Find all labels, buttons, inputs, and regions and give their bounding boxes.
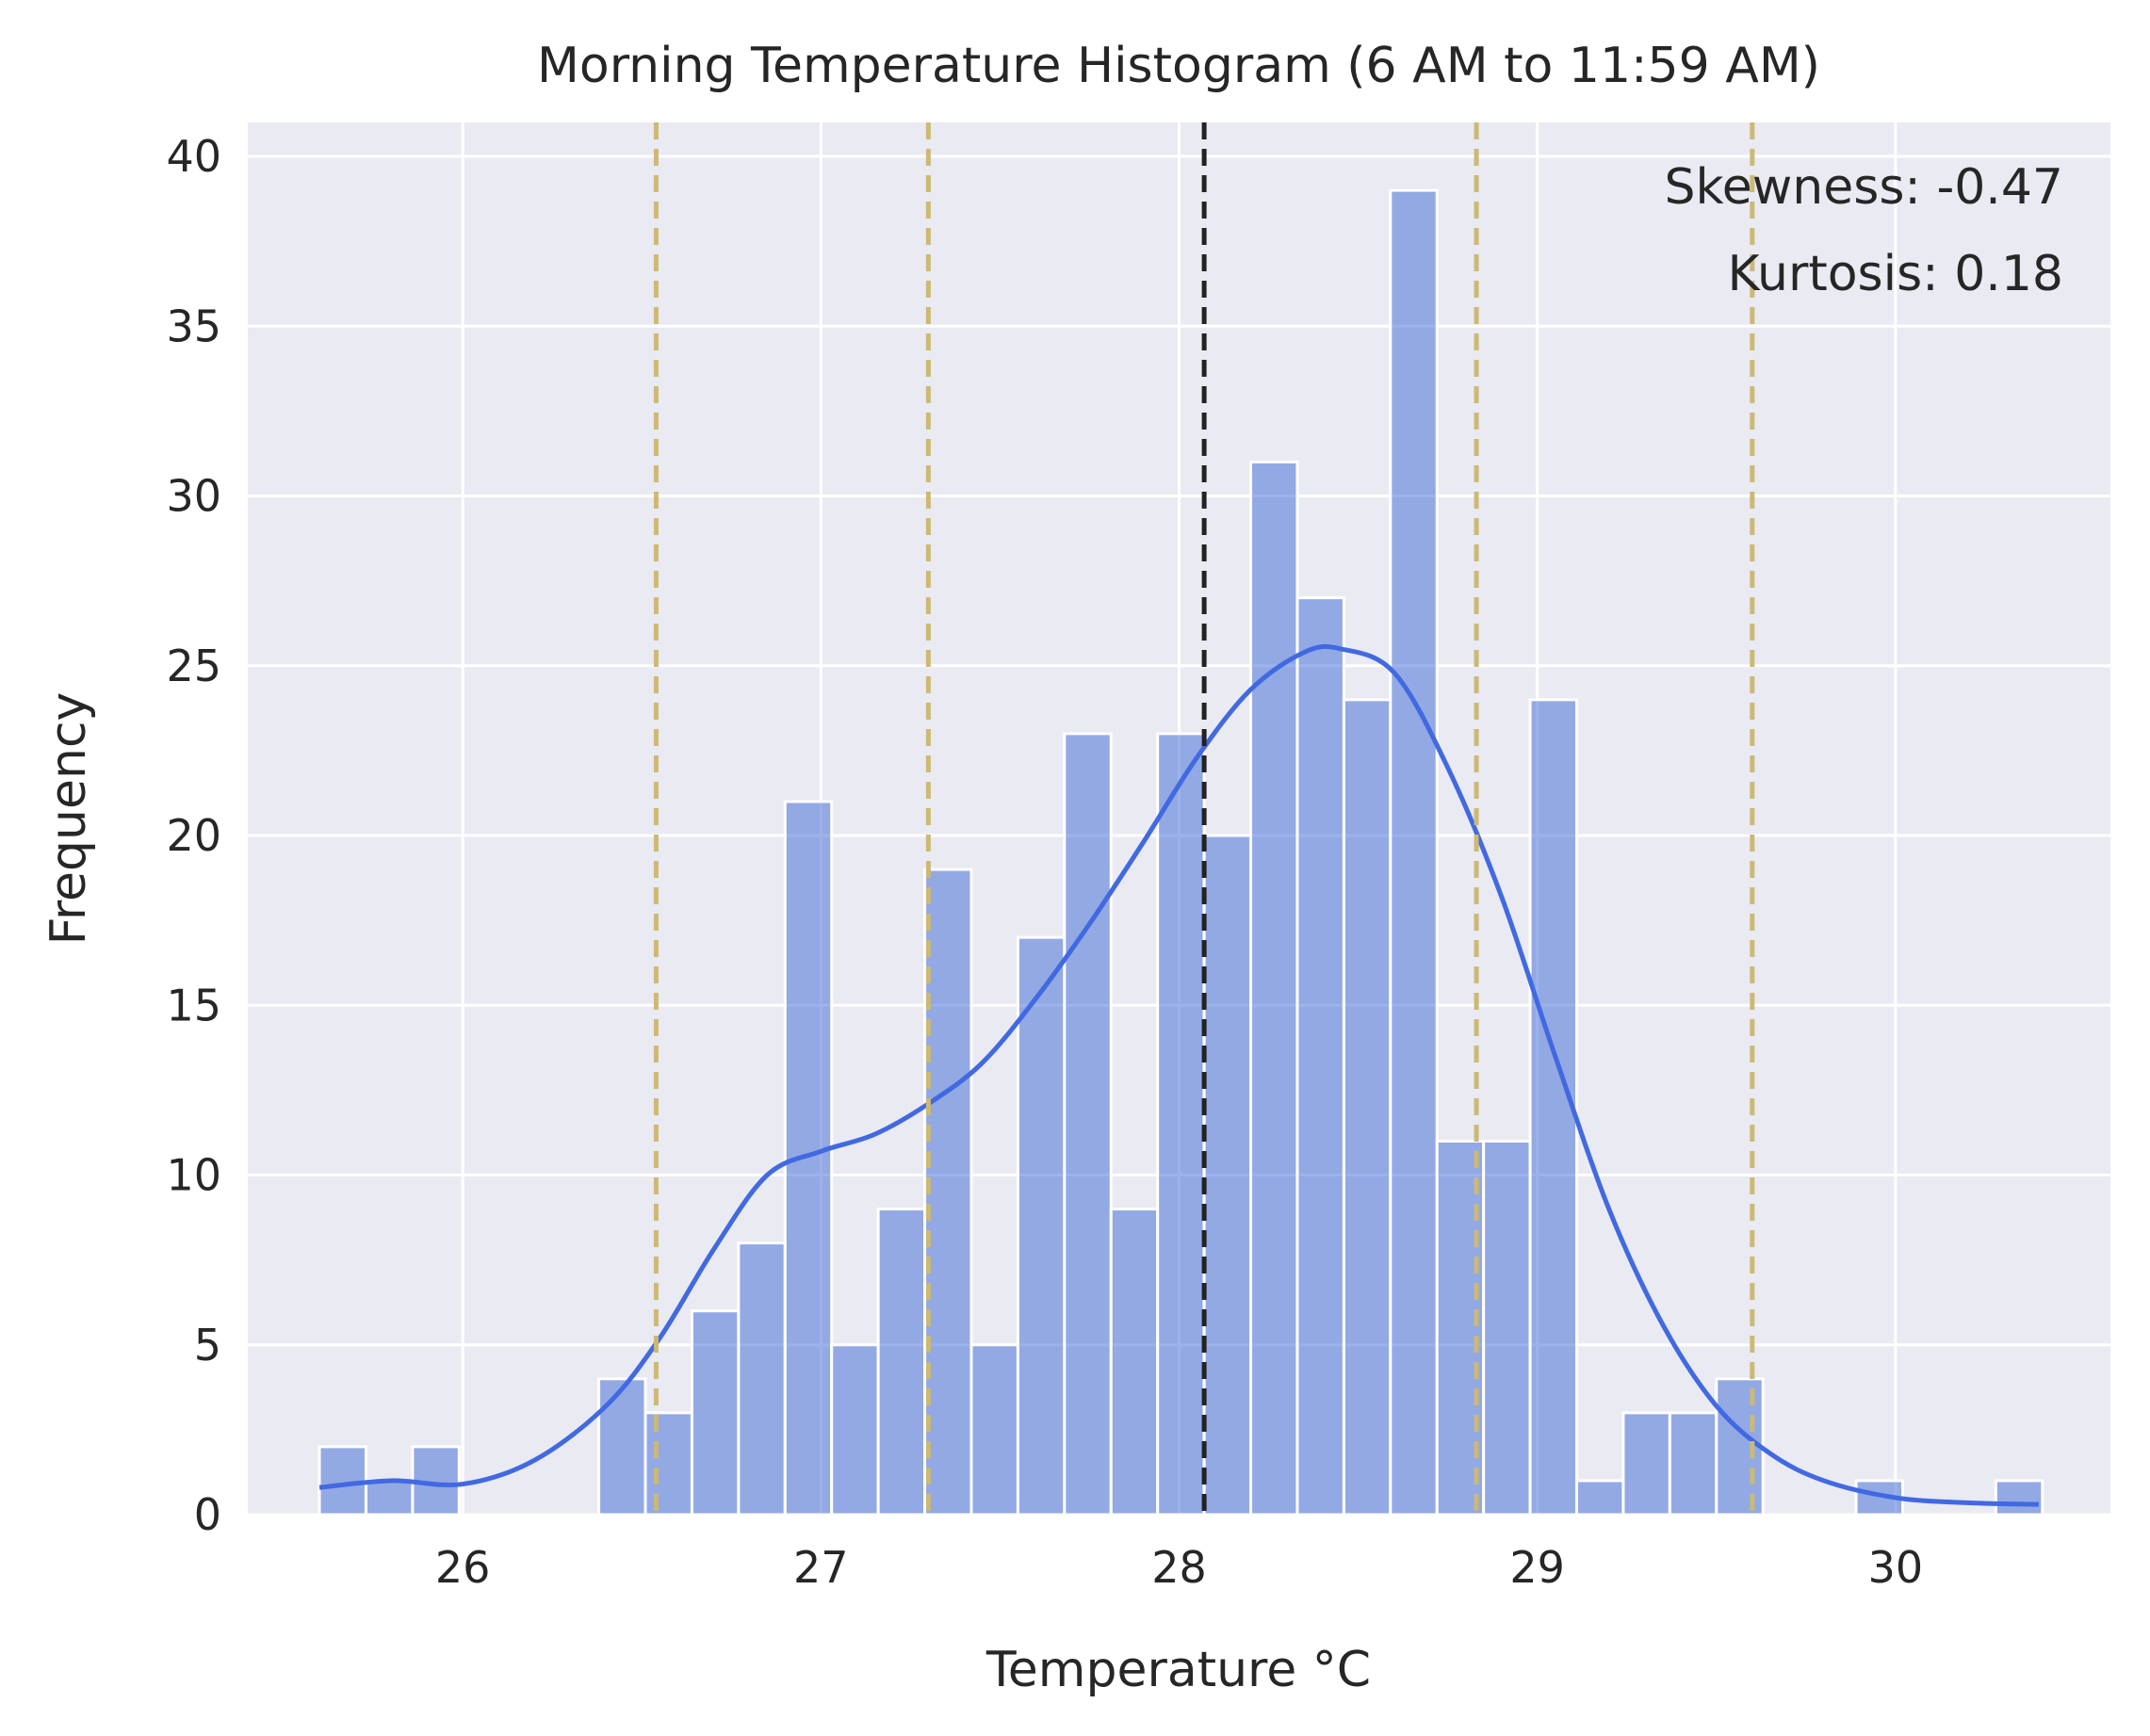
histogram-bar [1156, 732, 1206, 1517]
histogram-bar [969, 1343, 1019, 1517]
x-tick-label: 30 [1868, 1542, 1924, 1593]
kde-curve-layer [318, 643, 2040, 1507]
y-tick-label: 35 [166, 300, 221, 351]
histogram-bar [1994, 1479, 2044, 1517]
histogram-bar [737, 1241, 787, 1517]
y-axis-label: Frequency [41, 692, 97, 946]
histogram-bar [643, 1411, 693, 1517]
histogram-bar [1575, 1479, 1625, 1517]
histogram-bar [876, 1208, 927, 1517]
histogram-bars [318, 188, 2044, 1517]
reference-lines [653, 122, 1755, 1515]
histogram-bar [1063, 732, 1113, 1517]
x-axis-label: Temperature °C [985, 1642, 1371, 1698]
x-tick-label: 26 [435, 1542, 491, 1593]
histogram-bar [690, 1309, 741, 1517]
histogram-bar [1249, 460, 1299, 1517]
histogram-bar [1528, 698, 1579, 1517]
y-tick-label: 40 [166, 131, 221, 182]
x-tick-label: 28 [1151, 1542, 1207, 1593]
kurtosis-annotation: Kurtosis: 0.18 [1727, 246, 2063, 302]
x-tick-labels: 26 27 28 29 30 [435, 1542, 1923, 1593]
y-tick-labels: 0 5 10 15 20 25 30 35 40 [166, 131, 221, 1540]
histogram-bar [1621, 1411, 1671, 1517]
histogram-bar [923, 868, 973, 1517]
y-tick-label: 25 [166, 641, 221, 691]
skewness-annotation: Skewness: -0.47 [1664, 159, 2063, 216]
histogram-bar [1342, 698, 1393, 1517]
y-tick-label: 5 [194, 1320, 221, 1371]
y-tick-label: 20 [166, 810, 221, 861]
histogram-bar [597, 1377, 647, 1517]
y-tick-label: 0 [194, 1489, 221, 1540]
histogram-bar [1668, 1411, 1718, 1517]
histogram-bar [1435, 1139, 1486, 1517]
histogram-bar [1295, 596, 1345, 1517]
x-tick-label: 27 [793, 1542, 849, 1593]
histogram-bar [830, 1343, 880, 1517]
histogram-bar [1016, 935, 1067, 1517]
histogram-bar [1715, 1377, 1765, 1517]
x-tick-label: 29 [1509, 1542, 1565, 1593]
histogram-bar [1482, 1139, 1532, 1517]
y-tick-label: 30 [166, 471, 221, 522]
histogram-bar [364, 1479, 415, 1517]
kde-curve [318, 643, 2040, 1507]
histogram-bar [1389, 188, 1439, 1517]
histogram-bar [1202, 834, 1253, 1517]
chart-title: Morning Temperature Histogram (6 AM to 1… [537, 38, 1820, 94]
histogram-bar [318, 1445, 367, 1517]
y-tick-label: 10 [166, 1150, 221, 1201]
y-tick-label: 15 [166, 980, 221, 1030]
histogram-bar [1109, 1208, 1160, 1517]
